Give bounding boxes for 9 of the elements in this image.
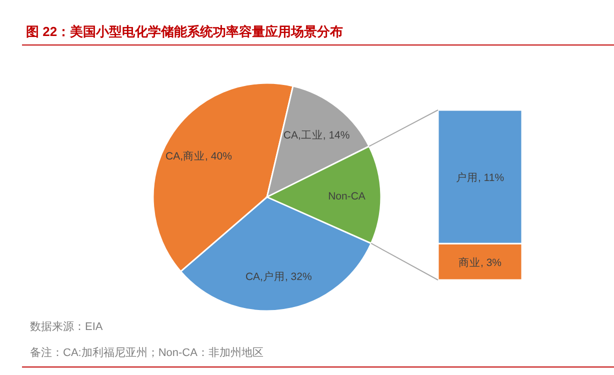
source-note: 数据来源：EIA: [30, 320, 104, 333]
chart-title: 图 22：美国小型电化学储能系统功率容量应用场景分布: [26, 24, 344, 39]
data-label: 商业, 3%: [458, 256, 502, 269]
text: 备注：CA:加利福尼亚州；Non-CA：非加州地区: [30, 346, 264, 359]
slice-label: CA,工业, 14%: [283, 128, 350, 142]
slice-label: CA,户用, 32%: [245, 270, 312, 283]
slice-label: Non-CA: [328, 190, 366, 202]
slice-label: CA,商业, 40%: [166, 150, 232, 163]
data-label: 户用, 11%: [456, 170, 504, 184]
